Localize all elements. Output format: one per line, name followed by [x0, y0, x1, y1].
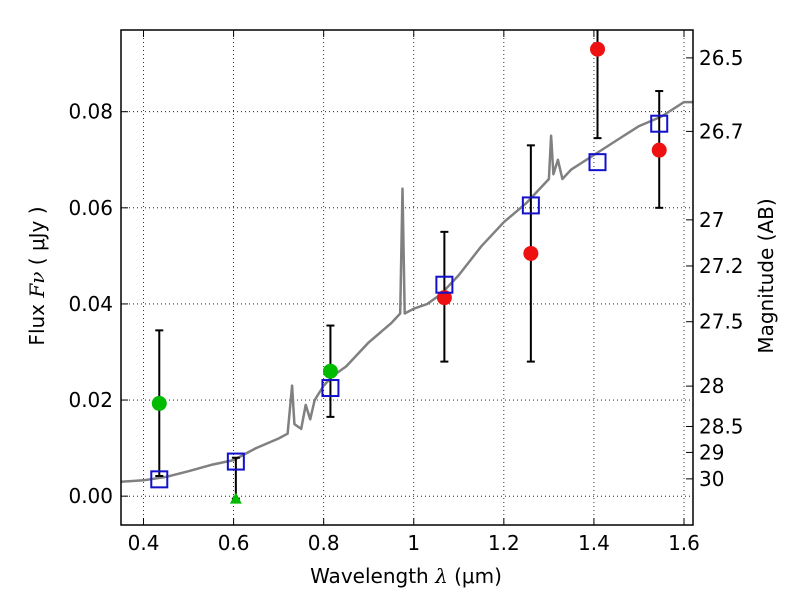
y-tick-label: 0.08 [68, 100, 113, 124]
y-axis-label-symbol: Fν [25, 272, 49, 299]
x-axis-label: Wavelength λ (μm) [310, 564, 502, 588]
photometry-markers [151, 41, 667, 504]
mag-tick-label: 28 [699, 374, 724, 398]
x-axis-label-prefix: Wavelength [310, 564, 435, 588]
mag-tick-label: 26.7 [699, 119, 744, 143]
x-tick-label: 1.2 [488, 531, 520, 555]
y-axis-label-prefix: Flux [25, 298, 49, 346]
x-tick-label: 0.8 [308, 531, 340, 555]
y-tick-label: 0.00 [68, 484, 113, 508]
model-band-square [650, 114, 669, 133]
mag-tick-label: 28.5 [699, 414, 744, 438]
right-axis-label: Magnitude (AB) [754, 198, 778, 353]
x-tick-label: 1.6 [668, 531, 700, 555]
red-photometry-point [651, 142, 667, 158]
grid-lines [121, 30, 693, 525]
model-band-square [150, 470, 169, 489]
plot-frame [120, 29, 694, 526]
mag-tick-label: 29 [699, 440, 724, 464]
green-photometry-point [322, 363, 338, 379]
model-band-square [521, 196, 540, 215]
y-tick-label: 0.02 [68, 388, 113, 412]
axis-ticks [121, 30, 693, 525]
mag-tick-label: 26.5 [699, 46, 744, 70]
model-band-square [588, 153, 607, 172]
x-axis-label-symbol: λ [434, 564, 448, 588]
red-photometry-point [590, 41, 606, 57]
x-tick-label: 1.4 [578, 531, 610, 555]
x-tick-label: 0.6 [218, 531, 250, 555]
green-photometry-point [151, 395, 167, 411]
red-photometry-point [436, 290, 452, 306]
y-axis-label: Flux Fν ( μJy ) [25, 206, 49, 345]
tick-labels: 0.4 0.6 0.8 1 1.2 1.4 1.6 0.00 0.02 0.04 0.06 0.08 2… [68, 46, 743, 555]
model-band-square [321, 379, 340, 398]
y-tick-label: 0.06 [68, 196, 113, 220]
green-upper-limit-marker [229, 492, 242, 504]
model-spectrum-line [121, 100, 693, 483]
y-axis-label-units: ( μJy ) [25, 206, 49, 271]
mag-tick-label: 27.5 [699, 310, 744, 334]
model-band-square [435, 275, 454, 294]
mag-tick-label: 27 [699, 208, 724, 232]
red-photometry-point [523, 245, 539, 261]
error-bars [155, 30, 664, 500]
x-tick-label: 1 [407, 531, 420, 555]
model-spectrum [121, 100, 693, 483]
x-axis-label-units: (μm) [448, 564, 502, 588]
y-tick-label: 0.04 [68, 292, 113, 316]
x-tick-label: 0.4 [128, 531, 160, 555]
model-photometry-squares [150, 114, 669, 489]
mag-tick-label: 27.2 [699, 254, 744, 278]
model-band-square [226, 452, 245, 471]
mag-tick-label: 30 [699, 467, 724, 491]
